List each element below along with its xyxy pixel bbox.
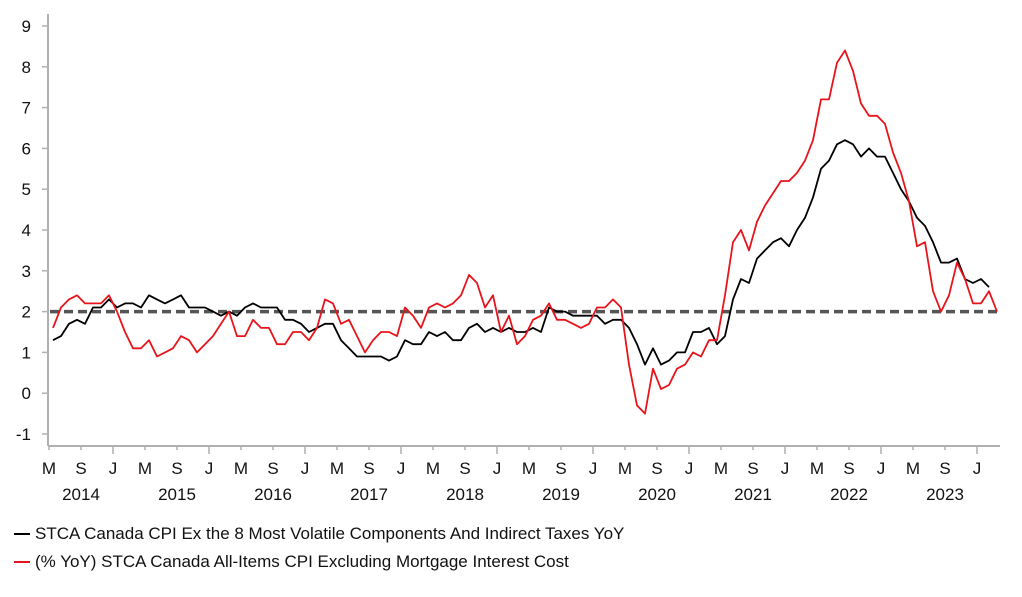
y-tick-label: 9: [22, 17, 31, 36]
x-year-label: 2022: [830, 485, 868, 504]
x-month-label: J: [877, 459, 886, 478]
x-year-label: 2020: [638, 485, 676, 504]
y-tick-label: 1: [22, 343, 31, 362]
legend: STCA Canada CPI Ex the 8 Most Volatile C…: [14, 520, 624, 576]
legend-item-core-cpi: STCA Canada CPI Ex the 8 Most Volatile C…: [14, 520, 624, 548]
x-year-label: 2016: [254, 485, 292, 504]
x-month-label: M: [234, 459, 248, 478]
x-month-label: S: [651, 459, 662, 478]
x-month-label: S: [171, 459, 182, 478]
x-month-label: J: [685, 459, 694, 478]
legend-swatch-cpi-ex-mortgage: [14, 561, 30, 563]
y-tick-label: 0: [22, 384, 31, 403]
x-month-label: J: [493, 459, 502, 478]
x-month-label: J: [301, 459, 310, 478]
legend-label-core-cpi: STCA Canada CPI Ex the 8 Most Volatile C…: [35, 524, 625, 543]
y-tick-label: 3: [22, 262, 31, 281]
series-line-core-cpi: [52, 139, 990, 366]
y-tick-label: 5: [22, 180, 31, 199]
x-month-label: J: [397, 459, 406, 478]
x-month-label: S: [555, 459, 566, 478]
y-tick-label: 8: [22, 58, 31, 77]
x-year-label: 2014: [62, 485, 100, 504]
x-year-label: 2017: [350, 485, 388, 504]
legend-label-cpi-ex-mortgage: (% YoY) STCA Canada All-Items CPI Exclud…: [35, 552, 569, 571]
legend-item-cpi-ex-mortgage: (% YoY) STCA Canada All-Items CPI Exclud…: [14, 548, 624, 576]
x-month-label: M: [426, 459, 440, 478]
axes: [47, 14, 1000, 447]
y-tick-label: 7: [22, 99, 31, 118]
y-axis-ticks: -1 0 1 2 3 4 5 6 7 8 9: [16, 17, 48, 444]
x-year-label: 2019: [542, 485, 580, 504]
series-group: [52, 49, 998, 415]
x-month-label: S: [843, 459, 854, 478]
x-month-label: J: [205, 459, 214, 478]
x-month-label: J: [109, 459, 118, 478]
x-month-label: M: [42, 459, 56, 478]
x-month-label: S: [363, 459, 374, 478]
y-tick-label: 6: [22, 139, 31, 158]
series-line-cpi-ex-mortgage: [52, 49, 998, 415]
x-month-label: M: [522, 459, 536, 478]
x-month-label: S: [267, 459, 278, 478]
x-month-label: M: [714, 459, 728, 478]
legend-swatch-core-cpi: [14, 533, 30, 535]
x-month-label: S: [75, 459, 86, 478]
x-month-label: S: [939, 459, 950, 478]
x-month-label: M: [906, 459, 920, 478]
x-month-label: J: [781, 459, 790, 478]
x-year-label: 2021: [734, 485, 772, 504]
y-tick-label: -1: [16, 425, 31, 444]
y-tick-label: 4: [22, 221, 31, 240]
y-tick-label: 2: [22, 303, 31, 322]
x-month-label: S: [459, 459, 470, 478]
x-month-label: J: [589, 459, 598, 478]
x-month-label: M: [810, 459, 824, 478]
x-year-label: 2023: [926, 485, 964, 504]
x-month-label: M: [138, 459, 152, 478]
x-month-label: M: [618, 459, 632, 478]
x-year-label: 2015: [158, 485, 196, 504]
x-month-label: J: [973, 459, 982, 478]
x-year-label: 2018: [446, 485, 484, 504]
x-month-label: M: [330, 459, 344, 478]
x-month-label: S: [747, 459, 758, 478]
